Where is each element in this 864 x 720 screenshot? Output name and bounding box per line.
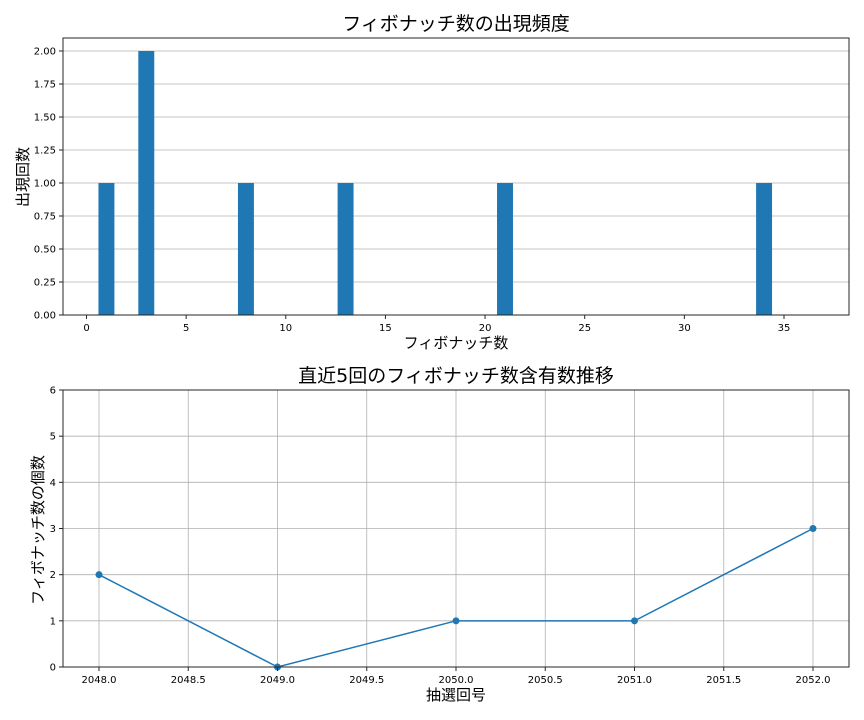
chart2-gridlines (63, 389, 849, 668)
data-point-marker (452, 617, 460, 625)
x-tick-label: 2050.5 (528, 675, 563, 686)
x-tick-label: 15 (379, 323, 392, 334)
x-tick-label: 30 (678, 323, 691, 334)
x-tick-label: 0 (83, 323, 89, 334)
x-tick-label: 2051.0 (617, 675, 652, 686)
y-tick-label: 2.00 (34, 47, 56, 58)
y-tick-label: 5 (50, 432, 56, 443)
chart1-bars (98, 51, 773, 315)
y-tick-label: 2 (50, 570, 56, 581)
chart2-y-ticks: 0 1 2 3 4 5 6 (50, 386, 63, 674)
y-tick-label: 1.50 (34, 113, 56, 124)
y-tick-label: 0.00 (34, 311, 56, 322)
y-tick-label: 3 (50, 524, 56, 535)
x-tick-label: 2049.5 (349, 675, 384, 686)
x-tick-label: 2050.0 (439, 675, 474, 686)
x-tick-label: 10 (279, 323, 292, 334)
chart1-axes-frame (62, 37, 850, 316)
x-tick-label: 2048.5 (171, 675, 206, 686)
bar (237, 183, 254, 315)
bar (138, 51, 155, 315)
y-tick-label: 0.25 (34, 278, 56, 289)
x-tick-label: 2052.0 (796, 675, 831, 686)
bar (756, 183, 773, 315)
chart1-y-ticks: 0.00 0.25 0.50 0.75 1.00 1.25 1.50 1.75 2.00 (34, 47, 63, 322)
y-tick-label: 1.75 (34, 80, 56, 91)
chart1-gridlines (63, 50, 849, 316)
x-tick-label: 5 (183, 323, 189, 334)
chart1-x-ticks: 0 5 10 15 20 25 30 35 (83, 315, 790, 334)
y-tick-label: 1.00 (34, 179, 56, 190)
y-tick-label: 1 (50, 616, 56, 627)
chart1-y-axis-label: 出現回数 (14, 147, 32, 207)
chart2-x-ticks: 2048.0 2048.5 2049.0 2049.5 2050.0 2050.5 2051… (82, 667, 831, 686)
x-tick-label: 25 (578, 323, 591, 334)
y-tick-label: 4 (50, 478, 56, 489)
chart1-title: フィボナッチ数の出現頻度 (342, 13, 570, 35)
data-point-marker (809, 525, 817, 532)
bar-chart-frequency: フィボナッチ数の出現頻度 0 5 10 15 20 25 30 35 0.00 0.25 0.50… (14, 13, 850, 352)
x-tick-label: 2048.0 (82, 675, 117, 686)
chart1-x-axis-label: フィボナッチ数 (404, 334, 509, 352)
bar (98, 183, 115, 315)
chart2-title: 直近5回のフィボナッチ数含有数推移 (298, 365, 614, 387)
x-tick-label: 2049.0 (260, 675, 295, 686)
chart2-x-axis-label: 抽選回号 (426, 686, 486, 704)
chart2-markers (95, 525, 817, 671)
y-tick-label: 0 (50, 663, 56, 674)
y-tick-label: 0.75 (34, 212, 56, 223)
x-tick-label: 20 (479, 323, 492, 334)
chart2-y-axis-label: フィボナッチ数の個数 (29, 455, 47, 605)
y-tick-label: 1.25 (34, 146, 56, 157)
y-tick-label: 0.50 (34, 245, 56, 256)
x-tick-label: 35 (778, 323, 791, 334)
data-point-marker (95, 571, 103, 579)
line-chart-recent-trend: 直近5回のフィボナッチ数含有数推移 2048.0 2048.5 2049.0 2049… (29, 365, 850, 704)
bar (497, 183, 513, 315)
x-tick-label: 2051.5 (706, 675, 741, 686)
y-tick-label: 6 (50, 386, 56, 397)
bar (337, 183, 354, 315)
data-point-marker (631, 617, 638, 625)
